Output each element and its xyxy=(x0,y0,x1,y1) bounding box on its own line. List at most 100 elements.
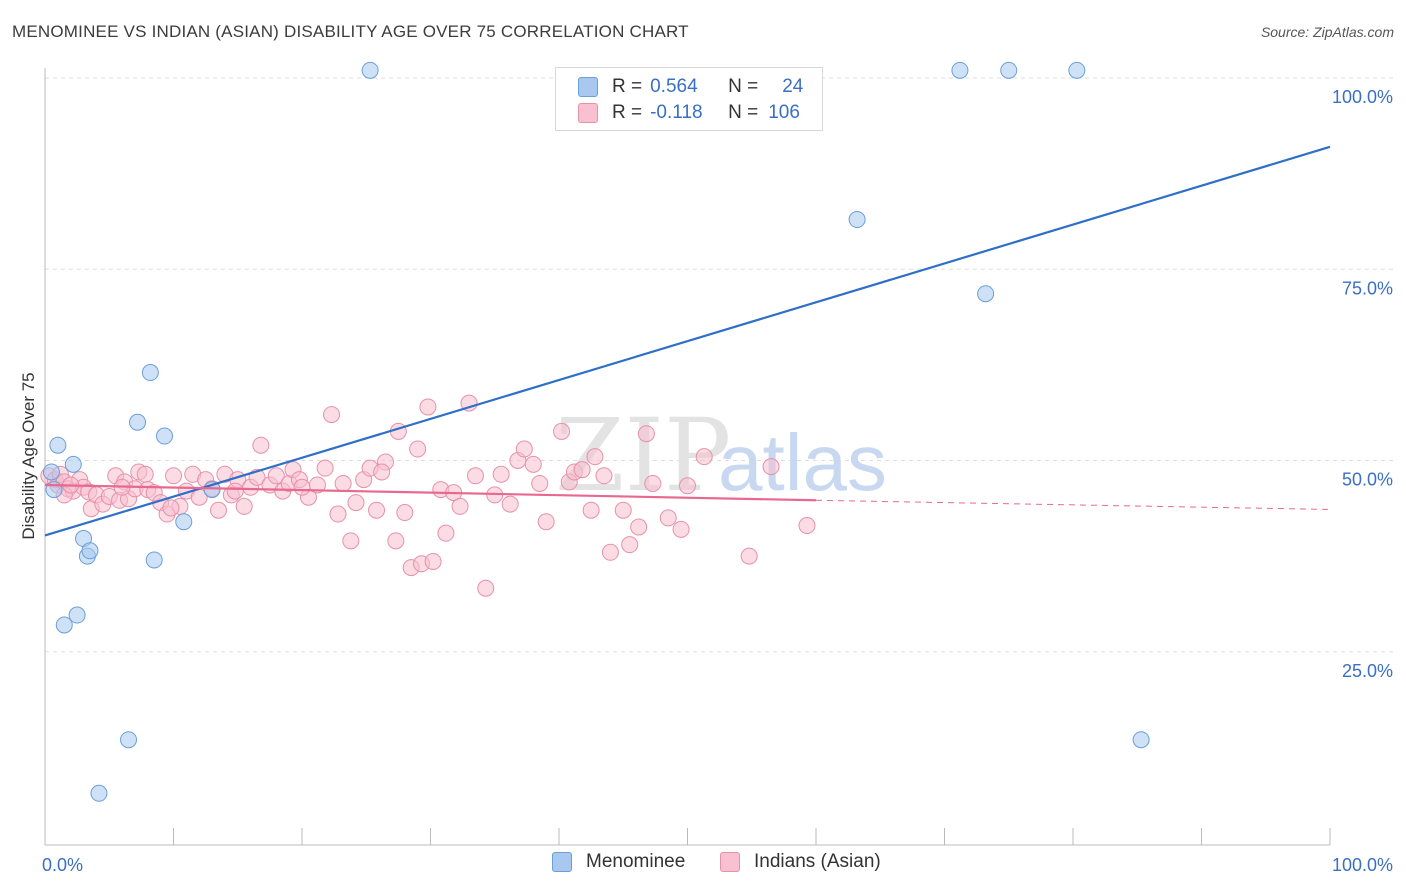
menominee-legend-swatch xyxy=(552,852,572,872)
indians-trend-extension xyxy=(815,499,1331,510)
menominee-point xyxy=(90,784,108,802)
menominee-point xyxy=(1000,61,1018,79)
stats-row-menominee: R = 0.564 N = 24 xyxy=(578,74,803,100)
menominee-point xyxy=(156,427,174,445)
indians-point xyxy=(695,448,713,466)
indians-point xyxy=(316,459,334,477)
indians-point xyxy=(740,547,758,565)
indians-point xyxy=(466,467,484,485)
indians-point xyxy=(477,579,495,597)
indians-point xyxy=(798,517,816,535)
y-tick-label: 25.0% xyxy=(1342,661,1393,681)
indians-point xyxy=(323,406,341,424)
indians-point xyxy=(136,465,154,483)
menominee-point xyxy=(361,61,379,79)
trend-lines xyxy=(44,145,1331,537)
indians-point xyxy=(437,524,455,542)
menominee-point xyxy=(977,285,995,303)
indians-point xyxy=(334,474,352,492)
legend-label-menominee: Menominee xyxy=(586,851,686,872)
menominee-point xyxy=(1068,61,1086,79)
indians-point xyxy=(235,497,253,515)
indians-point xyxy=(451,497,469,515)
menominee-trend-line xyxy=(44,145,1331,537)
indians-point xyxy=(672,520,690,538)
r-value: 0.564 xyxy=(650,76,698,97)
indians-swatch xyxy=(578,103,598,123)
chart-title: MENOMINEE VS INDIAN (ASIAN) DISABILITY A… xyxy=(12,22,689,41)
menominee-point xyxy=(951,61,969,79)
indians-point xyxy=(252,436,270,454)
indians-point xyxy=(531,474,549,492)
indians-point xyxy=(659,509,677,527)
menominee-point xyxy=(64,455,82,473)
x-tick-label: 100.0% xyxy=(1332,855,1393,875)
menominee-point xyxy=(120,731,138,749)
legend-label-indians: Indians (Asian) xyxy=(754,851,881,872)
indians-point xyxy=(293,478,311,496)
indians-point xyxy=(165,467,182,485)
y-tick-label: 75.0% xyxy=(1342,278,1393,298)
r-label: R = xyxy=(612,102,643,123)
legend-item-menominee[interactable]: Menominee xyxy=(552,851,685,873)
tick-labels: 25.0% 50.0% 75.0% 100.0% 0.0% 100.0% xyxy=(42,87,1393,875)
menominee-point xyxy=(49,436,67,454)
y-tick-label: 100.0% xyxy=(1332,87,1393,107)
indians-point xyxy=(515,440,533,458)
axes xyxy=(44,68,1331,846)
menominee-point xyxy=(55,616,73,634)
menominee-point xyxy=(1132,731,1150,749)
menominee-swatch xyxy=(578,77,598,97)
indians-point xyxy=(524,455,542,473)
menominee-point xyxy=(141,364,159,382)
indians-point xyxy=(373,463,391,481)
indians-point xyxy=(621,536,639,554)
legend-item-indians[interactable]: Indians (Asian) xyxy=(720,851,881,873)
indians-point xyxy=(368,501,386,519)
indians-point xyxy=(679,477,696,495)
indians-point xyxy=(492,465,510,483)
indians-point xyxy=(595,467,613,485)
indians-point xyxy=(209,501,227,519)
indians-point xyxy=(387,532,405,550)
stats-row-indians: R = -0.118 N = 106 xyxy=(578,100,800,126)
indians-point xyxy=(762,458,780,476)
indians-point xyxy=(424,552,442,570)
indians-point xyxy=(586,448,604,466)
n-label: N = xyxy=(728,76,759,97)
x-tick-label: 0.0% xyxy=(42,855,83,875)
r-label: R = xyxy=(612,76,643,97)
stats-legend: R = 0.564 N = 24 R = -0.118 N = 106 xyxy=(555,67,823,131)
indians-point xyxy=(162,499,180,517)
r-value: -0.118 xyxy=(650,102,703,123)
indians-point xyxy=(614,501,632,519)
y-axis-label: Disability Age Over 75 xyxy=(19,372,38,539)
menominee-point xyxy=(68,606,86,624)
indians-point xyxy=(226,482,244,500)
indians-point xyxy=(347,494,365,512)
indians-point xyxy=(644,474,662,492)
indians-point xyxy=(637,425,655,443)
indians-point xyxy=(329,505,347,523)
indians-point xyxy=(342,532,360,550)
indians-legend-swatch xyxy=(720,852,740,872)
indians-point xyxy=(553,422,571,440)
indians-point xyxy=(409,440,427,458)
indians-point xyxy=(573,461,591,479)
watermark-atlas: atlas xyxy=(718,418,887,507)
n-value: 106 xyxy=(768,102,800,123)
menominee-point xyxy=(848,211,866,229)
grid-lines xyxy=(45,77,1393,653)
indians-point xyxy=(419,398,437,416)
indians-point xyxy=(601,543,619,561)
n-label: N = xyxy=(728,102,759,123)
menominee-point xyxy=(42,463,60,481)
menominee-point xyxy=(175,513,193,531)
n-value: 24 xyxy=(782,76,804,97)
series-legend: Menominee Indians (Asian) xyxy=(0,851,1406,879)
indians-point xyxy=(267,467,285,485)
indians-point xyxy=(537,513,555,531)
menominee-point xyxy=(81,542,99,560)
indians-point xyxy=(582,501,600,519)
